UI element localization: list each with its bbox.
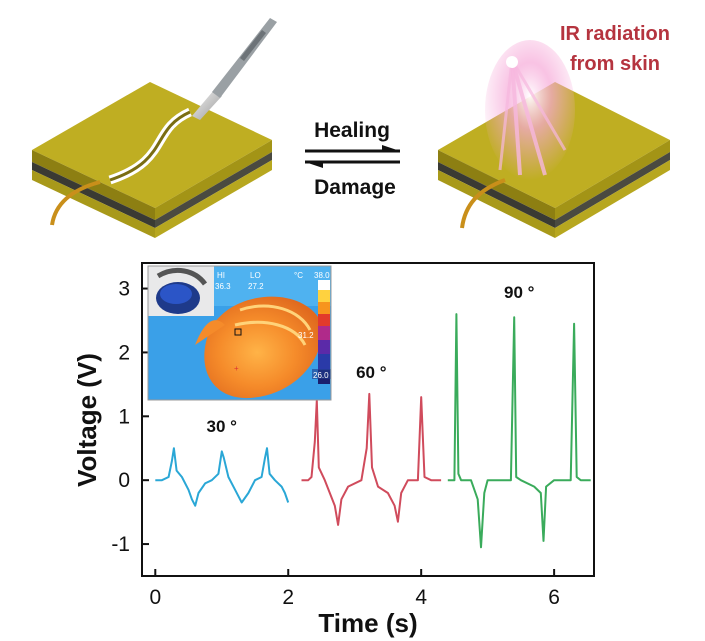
inset-scale-min: 26.0 xyxy=(313,371,329,380)
series-labels: 30 ° 60 ° 90 ° xyxy=(207,283,535,436)
electrode-top-face xyxy=(32,82,272,208)
series-line-3 xyxy=(447,313,591,549)
series-label-1: 30 ° xyxy=(207,417,238,436)
x-tick-label: 2 xyxy=(282,586,294,609)
series-label-2: 60 ° xyxy=(356,363,387,382)
y-tick-label: -1 xyxy=(111,533,130,556)
y-tick-label: 0 xyxy=(118,469,130,492)
inset-scale-max: 38.0 xyxy=(314,271,330,280)
x-tick-label: 4 xyxy=(415,586,427,609)
damage-label: Damage xyxy=(314,176,396,199)
inset-lo-label: LO xyxy=(250,271,261,280)
inset-hi-label: HI xyxy=(217,271,225,280)
y-tick-label: 3 xyxy=(118,278,130,301)
healing-label: Healing xyxy=(314,119,390,142)
x-tick-label: 0 xyxy=(149,586,161,609)
axis-ticks: 0 2 4 6 -1 0 1 2 3 xyxy=(111,278,560,609)
ir-radiation-glow xyxy=(485,40,575,180)
scalpel-icon xyxy=(192,18,277,120)
healed-electrode-illustration: IR radiation from skin xyxy=(438,23,670,238)
y-axis-label: Voltage (V) xyxy=(72,353,102,487)
svg-text:+: + xyxy=(234,364,239,373)
plot-frame xyxy=(141,262,595,577)
inset-unit-label: °C xyxy=(294,271,303,280)
ir-label-line1: IR radiation xyxy=(560,23,670,45)
healing-damage-arrows: Healing Damage xyxy=(305,119,400,199)
healed-wire xyxy=(460,178,506,229)
inset-scale-mid: 31.2 xyxy=(298,331,314,340)
series-line-2 xyxy=(301,392,442,526)
voltage-chart: 0 2 4 6 -1 0 1 2 3 30 ° 60 ° 90 ° Time (s) Voltage… xyxy=(72,262,595,638)
ir-label-line2: from skin xyxy=(570,53,660,75)
inset-lo-value: 27.2 xyxy=(248,282,264,291)
thermal-inset: + HI 36.3 LO 27.2 °C 38.0 31.2 26.0 xyxy=(147,265,332,401)
y-tick-label: 1 xyxy=(118,405,130,428)
x-axis-label: Time (s) xyxy=(318,608,417,638)
series-layer xyxy=(155,313,591,549)
series-line-1 xyxy=(155,447,290,507)
wire xyxy=(50,180,101,226)
inset-hi-value: 36.3 xyxy=(215,282,231,291)
damaged-electrode-illustration xyxy=(32,18,277,238)
series-label-3: 90 ° xyxy=(504,283,535,302)
x-tick-label: 6 xyxy=(548,586,560,609)
y-tick-label: 2 xyxy=(118,341,130,364)
